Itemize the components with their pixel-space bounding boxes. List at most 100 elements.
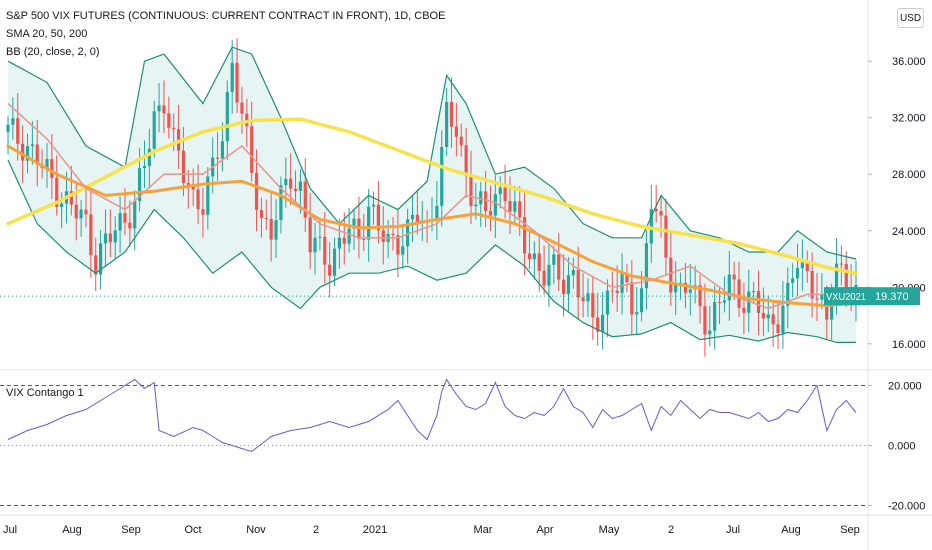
candle-body: [630, 282, 634, 315]
candle-body: [527, 253, 532, 260]
candle-body: [284, 178, 288, 186]
contango-pane: VIX Contango 1: [0, 378, 868, 506]
price-tag-bg: [868, 287, 920, 306]
candle-body: [89, 214, 93, 256]
candle-body: [815, 298, 819, 300]
candle-body: [225, 91, 229, 142]
candle-body: [186, 183, 190, 187]
candle-body: [557, 254, 561, 280]
candle-body: [435, 205, 439, 220]
bollinger-fill: [8, 47, 856, 343]
bollinger-upper-band: [7, 46, 857, 260]
candle-body: [766, 314, 770, 319]
candle-body: [844, 264, 848, 288]
candle-body: [727, 274, 731, 301]
candle-body: [518, 201, 522, 218]
candle-body: [142, 165, 147, 169]
time-axis-label: Apr: [536, 524, 553, 536]
candle-body: [352, 218, 356, 229]
candle-body: [669, 257, 673, 293]
candle-body: [625, 273, 629, 283]
candle-body: [337, 237, 342, 249]
candle-body: [722, 300, 727, 303]
candle-body: [308, 217, 312, 253]
candle-body: [542, 270, 546, 286]
candle-body: [74, 204, 78, 219]
candle-body: [649, 208, 653, 244]
price-tick-label: 32.000: [892, 113, 926, 125]
candle-body: [484, 191, 488, 211]
candle-body: [191, 186, 195, 190]
candle-body: [761, 312, 766, 319]
currency-button[interactable]: USD: [897, 8, 924, 28]
candle-body: [11, 118, 15, 125]
time-axis-label: May: [599, 524, 620, 536]
candle-body: [30, 144, 34, 147]
candle-body: [381, 230, 385, 242]
candle-body: [167, 113, 171, 128]
candle-body: [493, 194, 497, 216]
candle-body: [230, 62, 234, 92]
candle-body: [367, 206, 371, 240]
candle-body: [464, 145, 468, 176]
candle-body: [532, 253, 536, 260]
candle-body: [269, 218, 273, 240]
candle-body: [839, 263, 843, 265]
bollinger-lower-band: [7, 159, 856, 343]
candle-body: [60, 203, 64, 208]
candle-body: [79, 209, 83, 219]
candle-body: [201, 209, 205, 215]
candle-body: [16, 118, 20, 144]
time-axis-label: 2: [313, 524, 319, 536]
candle-body: [128, 222, 132, 229]
bb-legend: BB (20, close, 2, 0): [6, 46, 100, 58]
candle-body: [157, 105, 161, 112]
candle-body: [342, 237, 346, 244]
candle-body: [147, 148, 151, 166]
candle-body: [776, 324, 780, 334]
sma-legend: SMA 20, 50, 200: [6, 28, 88, 40]
candle-body: [220, 141, 225, 159]
time-axis-label: Jul: [726, 524, 740, 536]
candle-body: [664, 215, 668, 258]
candle-body: [415, 214, 419, 223]
candle-body: [445, 101, 449, 147]
candle-body: [206, 176, 210, 215]
time-axis-label: 2: [668, 524, 674, 536]
candle-body: [717, 302, 722, 304]
candle-body: [737, 279, 741, 308]
candle-body: [196, 189, 200, 210]
candle-body: [215, 157, 220, 159]
candle-body: [113, 230, 117, 243]
price-tick-label: 16.000: [892, 339, 926, 351]
candle-body: [786, 282, 790, 306]
candle-body: [800, 262, 804, 269]
osc-tick-label: 0.000: [888, 441, 916, 453]
candle-body: [581, 297, 585, 302]
candle-body: [469, 175, 473, 207]
candle-body: [108, 233, 112, 243]
candle-body: [674, 283, 678, 293]
sma-20-line: [7, 103, 856, 310]
candle-body: [410, 214, 415, 220]
candle-body: [6, 124, 10, 132]
candle-body: [98, 243, 103, 275]
candle-body: [152, 111, 156, 149]
time-axis-label: Mar: [474, 524, 493, 536]
candle-body: [362, 239, 366, 241]
candle-body: [454, 126, 458, 137]
candle-body: [123, 213, 127, 223]
candle-body: [264, 217, 268, 219]
candle-body: [449, 101, 454, 127]
candle-body: [289, 178, 293, 189]
candle-body: [323, 236, 327, 265]
candle-body: [391, 233, 395, 236]
candle-body: [371, 204, 376, 207]
candle-body: [596, 317, 600, 332]
candle-body: [172, 127, 176, 130]
candle-body: [254, 172, 259, 210]
candle-body: [50, 159, 54, 178]
candle-body: [703, 306, 707, 335]
candle-body: [396, 235, 400, 255]
